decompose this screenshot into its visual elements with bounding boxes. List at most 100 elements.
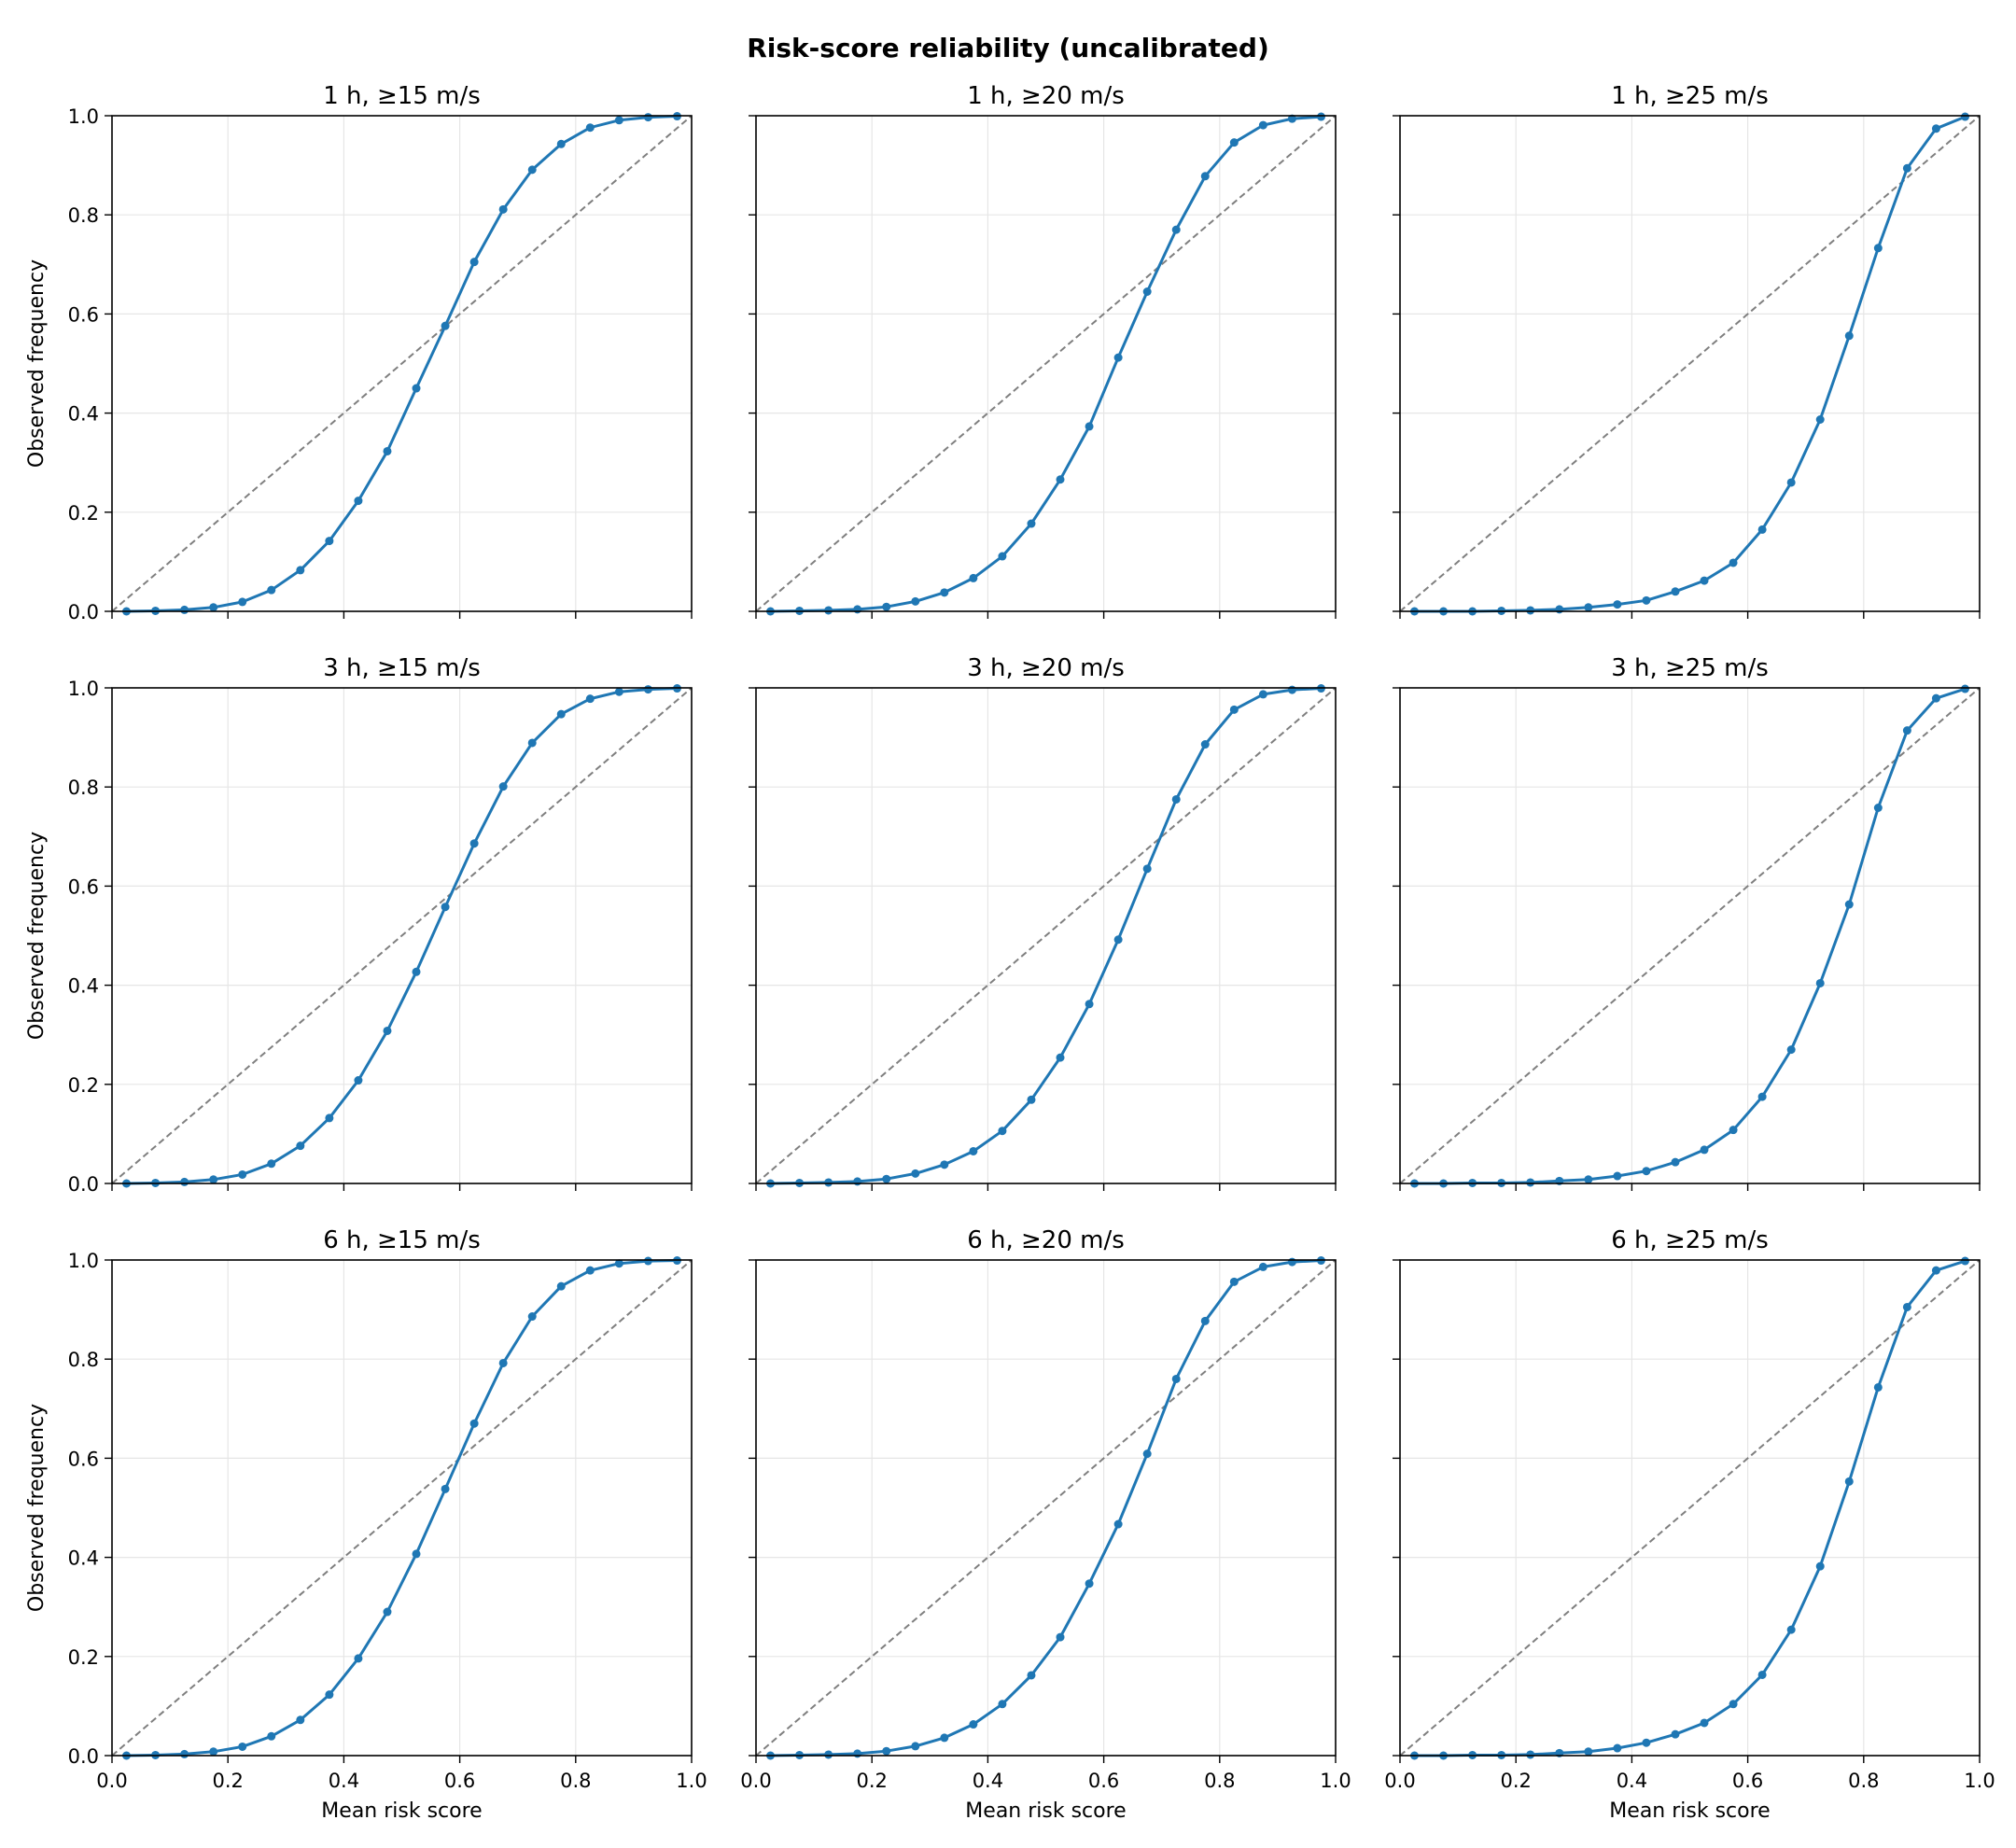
data-point [1027, 519, 1036, 528]
reliability-curve [770, 115, 1322, 613]
data-point [209, 1747, 218, 1757]
data-point [325, 1113, 334, 1123]
data-point [1056, 1632, 1065, 1642]
panel-7: 0.00.0 0.2 0.2 0.4 0.4 0.6 0.6 0.8 0.8 1.0 1.0 6 h,… [25, 1226, 707, 1823]
data-point [1027, 1671, 1036, 1680]
data-point [1902, 163, 1911, 173]
data-point [1229, 705, 1239, 714]
data-point [882, 1174, 891, 1183]
data-point [1526, 1750, 1535, 1759]
x-tick-label: 0.2 [1500, 1770, 1531, 1792]
x-tick-label: 0.6 [1732, 1770, 1763, 1792]
data-point [1815, 978, 1825, 987]
y-tick-label: 0.6 [68, 303, 99, 326]
data-point [998, 552, 1007, 561]
data-point [853, 1177, 862, 1186]
data-point [238, 1742, 247, 1751]
data-point [1200, 740, 1210, 749]
data-point [643, 685, 652, 694]
data-point [1960, 684, 1969, 693]
data-point [1671, 587, 1680, 596]
data-point [296, 1715, 305, 1725]
axes-frame [111, 115, 693, 612]
data-point [1873, 244, 1883, 253]
x-axis-label: Mean risk score [321, 1799, 482, 1823]
reliability-curve [126, 115, 678, 613]
data-point [296, 566, 305, 575]
data-point [267, 585, 276, 595]
data-point [882, 602, 891, 611]
y-tick-label: 0.6 [68, 1448, 99, 1470]
x-tick-label: 0.6 [444, 1770, 475, 1792]
data-point [498, 1358, 508, 1367]
data-point [1844, 900, 1854, 909]
panel-title: 1 h, ≥25 m/s [1611, 82, 1769, 110]
data-point [1287, 114, 1296, 123]
data-point [911, 1169, 920, 1178]
y-axis-label: Observed frequency [25, 1404, 49, 1612]
data-point [1142, 864, 1152, 874]
data-point [940, 588, 949, 597]
data-point [1700, 1145, 1709, 1155]
data-point [1085, 422, 1094, 431]
data-point [1960, 1256, 1969, 1266]
data-point [441, 1484, 450, 1493]
data-point [1671, 1729, 1680, 1739]
data-point [1085, 1000, 1094, 1009]
x-tick-label: 0.8 [560, 1770, 591, 1792]
data-point [383, 446, 392, 455]
reliability-curve [770, 1259, 1322, 1757]
data-point [614, 116, 623, 125]
data-point [383, 1026, 392, 1035]
perfect-calibration-line [1399, 687, 1981, 1184]
data-point [1200, 172, 1210, 181]
data-point [1642, 595, 1651, 605]
data-point [441, 321, 450, 330]
data-point [1142, 287, 1152, 297]
y-tick-label: 0.6 [68, 875, 99, 898]
data-point [527, 738, 537, 748]
axes-frame [111, 1259, 693, 1757]
data-point [643, 113, 652, 122]
panel-title: 6 h, ≥25 m/s [1611, 1226, 1769, 1254]
data-point [1056, 475, 1065, 484]
axes-frame [1399, 687, 1981, 1184]
data-point [911, 596, 920, 606]
data-point [940, 1160, 949, 1169]
data-point [1229, 138, 1239, 147]
data-point [412, 1549, 421, 1559]
data-point [1642, 1738, 1651, 1747]
data-point [556, 139, 566, 148]
data-point [585, 694, 595, 704]
data-point [1316, 112, 1325, 121]
data-point [1584, 1175, 1593, 1184]
panel-9: 0.0 0.2 0.4 0.6 0.8 1.0 6 h, ≥25 m/s Mean risk … [1384, 1226, 1995, 1823]
reliability-curve [126, 687, 678, 1185]
data-point [1258, 120, 1267, 130]
y-axis-label: Observed frequency [25, 259, 49, 468]
data-point [1815, 1561, 1825, 1571]
panel-title: 1 h, ≥15 m/s [323, 82, 481, 110]
data-point [1113, 1519, 1123, 1529]
data-point [1671, 1157, 1680, 1167]
data-point [614, 687, 623, 696]
y-tick-label: 0.8 [68, 777, 99, 799]
panel-4: 0.0 0.2 0.4 0.6 0.8 1.0 3 h, ≥15 m/s Observed f… [25, 654, 693, 1196]
y-tick-label: 0.2 [68, 1646, 99, 1669]
panel-8: 0.0 0.2 0.4 0.6 0.8 1.0 6 h, ≥20 m/s Mean risk … [740, 1226, 1351, 1823]
data-point [1757, 1092, 1767, 1101]
data-point [1815, 415, 1825, 425]
y-tick-label: 1.0 [68, 105, 99, 128]
data-point [1258, 1262, 1267, 1271]
x-axis-label: Mean risk score [965, 1799, 1126, 1823]
data-point [1613, 1171, 1622, 1181]
data-point [643, 1256, 652, 1266]
data-point [1757, 525, 1767, 534]
axes-frame [1399, 1259, 1981, 1757]
data-point [911, 1742, 920, 1751]
data-point [556, 1281, 566, 1291]
data-point [209, 603, 218, 612]
data-point [824, 1178, 833, 1187]
perfect-calibration-line [1399, 115, 1981, 612]
data-point [412, 384, 421, 393]
